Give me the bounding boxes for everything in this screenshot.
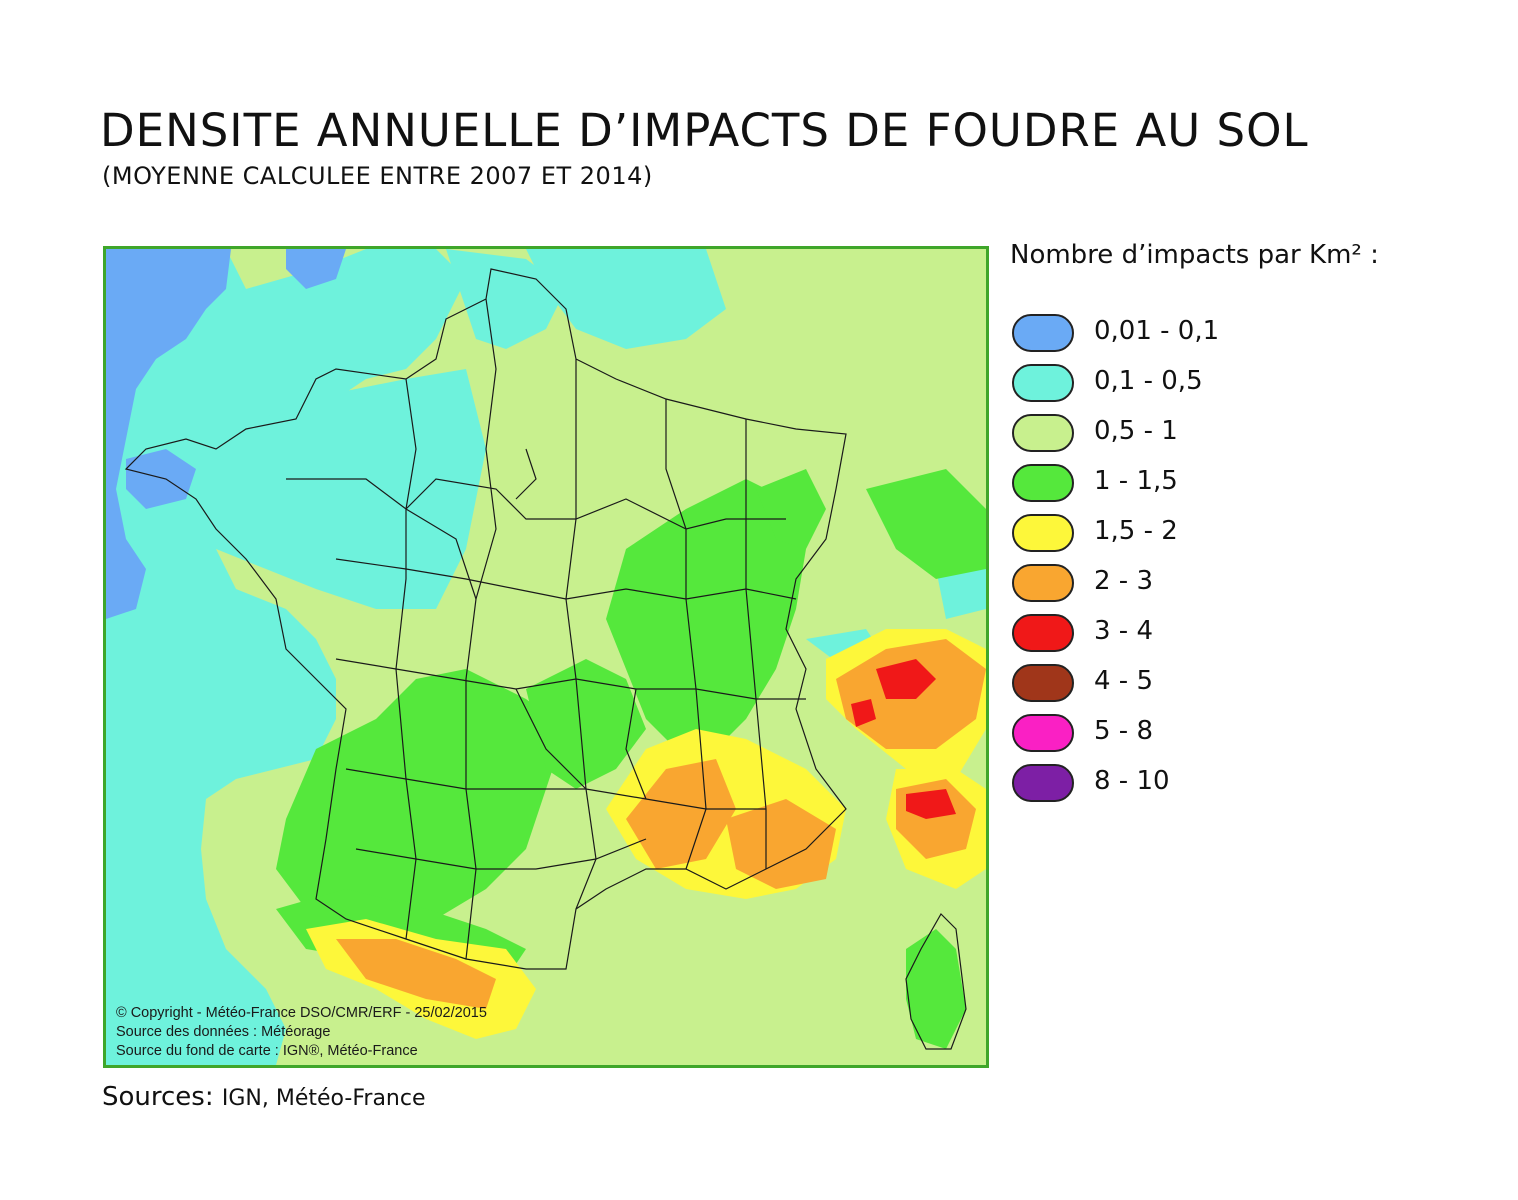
sources-value: IGN, Météo-France <box>221 1086 426 1111</box>
legend-item: 3 - 4 <box>1012 612 1272 656</box>
legend-item: 4 - 5 <box>1012 662 1272 706</box>
legend-item: 8 - 10 <box>1012 762 1272 806</box>
legend-label: 0,1 - 0,5 <box>1094 366 1203 396</box>
corsica-outline <box>905 913 967 1050</box>
map-credits: © Copyright - Météo-France DSO/CMR/ERF -… <box>116 1004 487 1061</box>
legend-label: 0,5 - 1 <box>1094 416 1178 446</box>
zone-blue-brest <box>126 449 196 509</box>
legend-swatch <box>1012 564 1074 602</box>
zone-green-center-east <box>606 479 806 749</box>
zone-green-southwest <box>276 669 566 949</box>
zone-orange-provence <box>726 799 836 889</box>
legend-swatch <box>1012 514 1074 552</box>
zone-green-corsica <box>906 929 966 1049</box>
map-canvas <box>106 249 986 1065</box>
legend-item: 0,1 - 0,5 <box>1012 362 1272 406</box>
zone-cyan-atlantic <box>106 249 466 1065</box>
legend-swatch <box>1012 664 1074 702</box>
legend-swatch <box>1012 314 1074 352</box>
map-title: DENSITE ANNUELLE D’IMPACTS DE FOUDRE AU … <box>100 104 1309 157</box>
zone-green-italy-north <box>866 469 986 579</box>
zone-green-alsace <box>756 469 826 549</box>
zone-cyan-northsea <box>526 249 726 349</box>
legend-item: 2 - 3 <box>1012 562 1272 606</box>
sources-label: Sources: <box>102 1082 214 1112</box>
legend-swatch <box>1012 464 1074 502</box>
legend-item: 5 - 8 <box>1012 712 1272 756</box>
legend-label: 5 - 8 <box>1094 716 1153 746</box>
france-outline <box>124 268 847 970</box>
zone-cyan-channel <box>446 249 566 349</box>
legend-label: 0,01 - 0,1 <box>1094 316 1220 346</box>
zone-blue-west <box>106 249 231 619</box>
legend-swatch <box>1012 364 1074 402</box>
legend-swatch <box>1012 614 1074 652</box>
zone-red-italy-2 <box>851 699 876 727</box>
data-source-text: Source des données : Météorage <box>116 1024 331 1040</box>
zone-green-massif <box>526 659 646 789</box>
zone-blue-north <box>286 249 346 289</box>
legend-item: 0,01 - 0,1 <box>1012 312 1272 356</box>
legend-label: 4 - 5 <box>1094 666 1153 696</box>
legend-swatch <box>1012 414 1074 452</box>
legend-label: 8 - 10 <box>1094 766 1170 796</box>
legend-label: 1 - 1,5 <box>1094 466 1178 496</box>
basemap-source-text: Source du fond de carte : IGN®, Météo-Fr… <box>116 1043 418 1059</box>
legend-item: 0,5 - 1 <box>1012 412 1272 456</box>
legend-item: 1 - 1,5 <box>1012 462 1272 506</box>
sources-line: Sources: IGN, Météo-France <box>102 1082 426 1112</box>
legend-label: 3 - 4 <box>1094 616 1153 646</box>
legend-item: 1,5 - 2 <box>1012 512 1272 556</box>
legend-label: 1,5 - 2 <box>1094 516 1178 546</box>
zone-red-ligurian <box>906 789 956 819</box>
zone-orange-cevennes <box>626 759 736 869</box>
legend-swatch <box>1012 714 1074 752</box>
zone-red-italy <box>876 659 936 699</box>
lightning-density-map: © Copyright - Météo-France DSO/CMR/ERF -… <box>103 246 989 1068</box>
map-subtitle: (MOYENNE CALCULEE ENTRE 2007 ET 2014) <box>102 162 653 190</box>
legend-swatch <box>1012 764 1074 802</box>
zone-orange-pyrenees <box>336 939 496 1009</box>
legend-title: Nombre d’impacts par Km² : <box>1010 240 1379 270</box>
legend-label: 2 - 3 <box>1094 566 1153 596</box>
copyright-text: © Copyright - Météo-France DSO/CMR/ERF -… <box>116 1005 487 1021</box>
